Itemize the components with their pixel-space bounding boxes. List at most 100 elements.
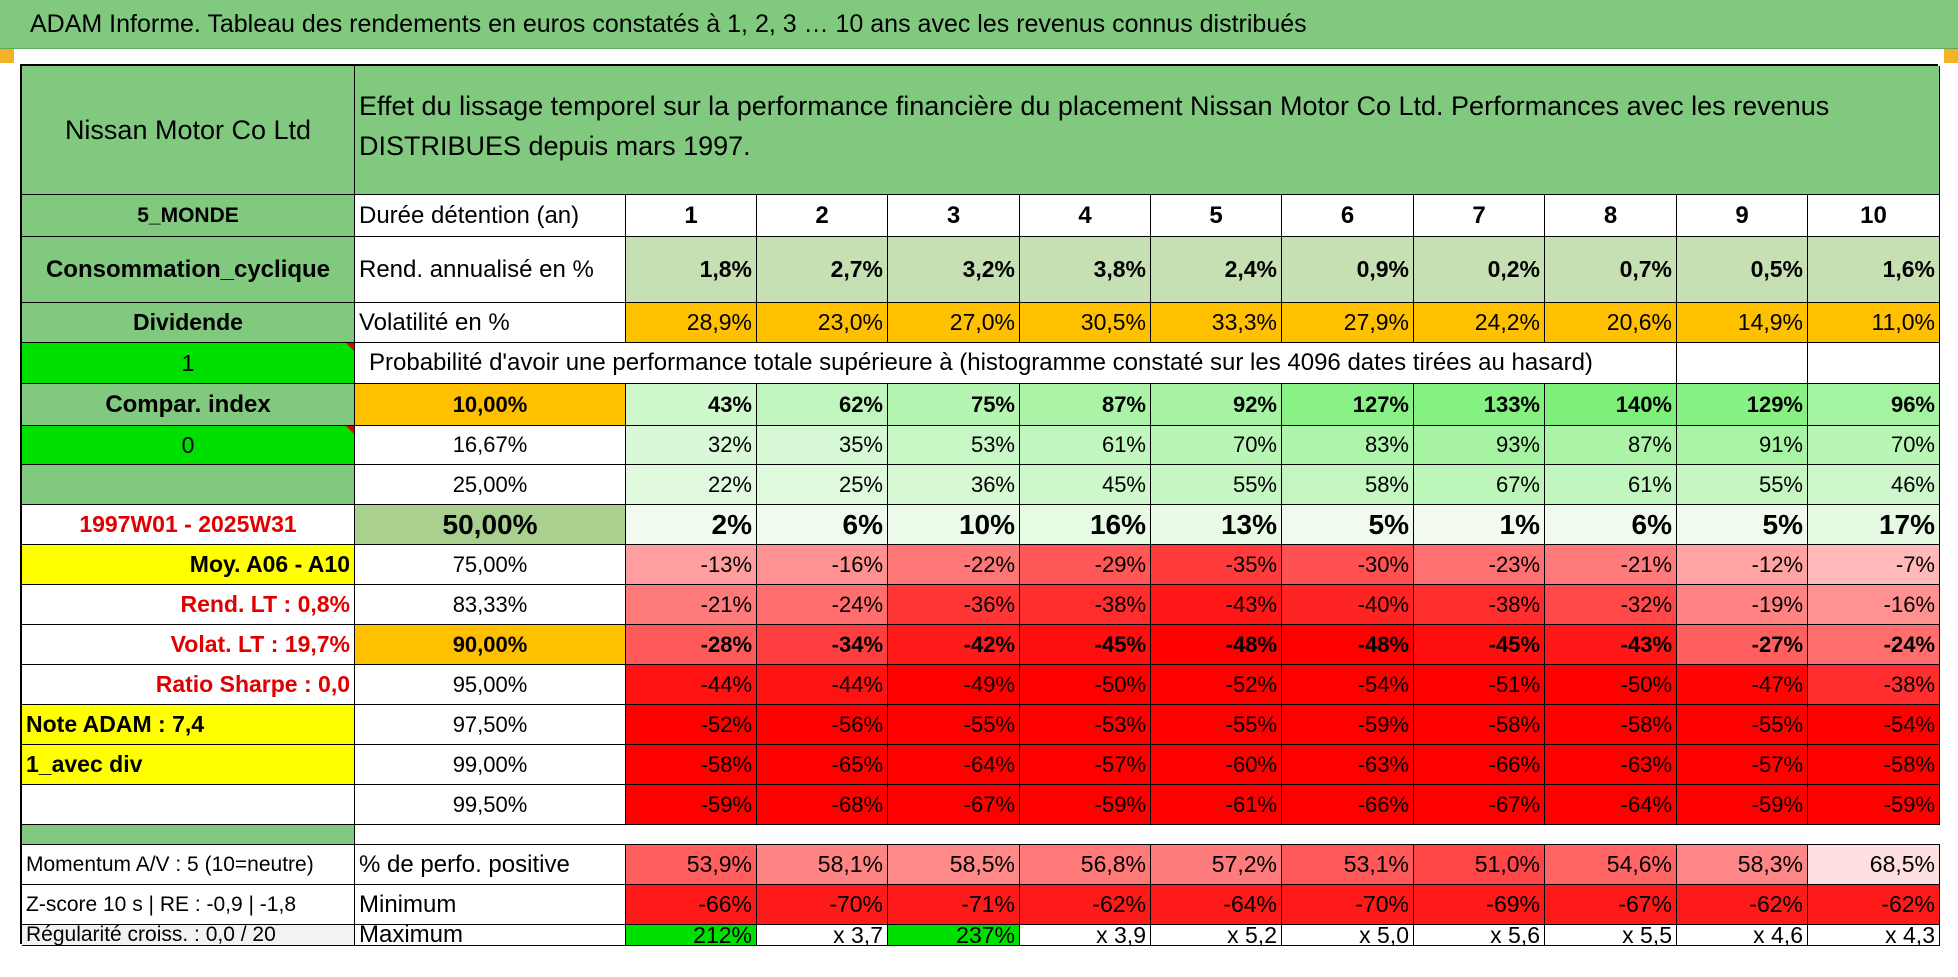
- quantile-value: -19%: [1677, 585, 1808, 625]
- quantile-value: 45%: [1020, 465, 1151, 505]
- quantile-value: 61%: [1545, 465, 1677, 505]
- rend-value: 0,5%: [1677, 237, 1808, 303]
- quantile-value: -66%: [1282, 785, 1414, 825]
- quantile-value: -66%: [1414, 745, 1545, 785]
- vol-value: 24,2%: [1414, 303, 1545, 343]
- selector-1[interactable]: 1: [22, 343, 355, 384]
- quantile-value: -24%: [757, 585, 888, 625]
- vol-value: 14,9%: [1677, 303, 1808, 343]
- probability-label: Probabilité d'avoir une performance tota…: [355, 343, 1677, 384]
- quantile-value: -57%: [1020, 745, 1151, 785]
- min-value: -70%: [1282, 885, 1414, 925]
- empty-cell: [22, 785, 355, 825]
- min-value: -64%: [1151, 885, 1282, 925]
- quantile-value: -34%: [757, 625, 888, 665]
- quantile-label: 97,50%: [355, 705, 626, 745]
- quantile-value: 129%: [1677, 384, 1808, 426]
- pos-value: 58,3%: [1677, 845, 1808, 885]
- quantile-label: 75,00%: [355, 545, 626, 585]
- quantile-label: 99,50%: [355, 785, 626, 825]
- year-header: 5: [1151, 195, 1282, 237]
- quantile-value: -16%: [757, 545, 888, 585]
- quantile-value: -44%: [626, 665, 757, 705]
- description: Effet du lissage temporel sur la perform…: [355, 66, 1940, 195]
- quantile-value: -55%: [1677, 705, 1808, 745]
- min-value: -62%: [1020, 885, 1151, 925]
- min-value: -62%: [1677, 885, 1808, 925]
- zone-label: 5_MONDE: [22, 195, 355, 237]
- quantile-value: -43%: [1151, 585, 1282, 625]
- quantile-value: -52%: [626, 705, 757, 745]
- quantile-value: 58%: [1282, 465, 1414, 505]
- quantile-value: 53%: [888, 426, 1020, 465]
- quantile-value: 5%: [1677, 505, 1808, 545]
- quantile-value: 6%: [1545, 505, 1677, 545]
- quantile-value: -59%: [1020, 785, 1151, 825]
- quantile-label: 10,00%: [355, 384, 626, 426]
- quantile-value: -59%: [1282, 705, 1414, 745]
- quantile-value: -67%: [1414, 785, 1545, 825]
- spacer-green: [22, 825, 355, 845]
- report-title: ADAM Informe. Tableau des rendements en …: [0, 0, 1958, 49]
- pos-value: 53,9%: [626, 845, 757, 885]
- quantile-value: -59%: [1808, 785, 1940, 825]
- min-value: -66%: [626, 885, 757, 925]
- vol-value: 30,5%: [1020, 303, 1151, 343]
- quantile-value: -68%: [757, 785, 888, 825]
- vol-value: 28,9%: [626, 303, 757, 343]
- quantile-value: -53%: [1020, 705, 1151, 745]
- year-header: 9: [1677, 195, 1808, 237]
- quantile-value: 91%: [1677, 426, 1808, 465]
- max-label: Maximum: [355, 925, 626, 946]
- max-value: 212%: [626, 925, 757, 946]
- quantile-value: 70%: [1808, 426, 1940, 465]
- quantile-value: -58%: [1545, 705, 1677, 745]
- quantile-value: 87%: [1545, 426, 1677, 465]
- quantile-value: -50%: [1545, 665, 1677, 705]
- rend-value: 3,2%: [888, 237, 1020, 303]
- rend-value: 2,4%: [1151, 237, 1282, 303]
- corner-marker-right: [1944, 49, 1958, 63]
- quantile-value: -49%: [888, 665, 1020, 705]
- rend-value: 0,9%: [1282, 237, 1414, 303]
- regularite-label: Régularité croiss. : 0,0 / 20: [22, 925, 355, 946]
- quantile-value: 5%: [1282, 505, 1414, 545]
- moy-label: Moy. A06 - A10: [22, 545, 355, 585]
- quantile-value: -55%: [888, 705, 1020, 745]
- quantile-value: -55%: [1151, 705, 1282, 745]
- rend-value: 1,8%: [626, 237, 757, 303]
- max-value: x 5,6: [1414, 925, 1545, 946]
- quantile-value: -51%: [1414, 665, 1545, 705]
- quantile-value: -42%: [888, 625, 1020, 665]
- quantile-value: -58%: [1808, 745, 1940, 785]
- year-header: 3: [888, 195, 1020, 237]
- quantile-value: -7%: [1808, 545, 1940, 585]
- vol-value: 27,9%: [1282, 303, 1414, 343]
- quantile-value: -59%: [1677, 785, 1808, 825]
- quantile-value: -28%: [626, 625, 757, 665]
- selector-0[interactable]: 0: [22, 426, 355, 465]
- quantile-value: -59%: [626, 785, 757, 825]
- quantile-value: 43%: [626, 384, 757, 426]
- quantile-value: -57%: [1677, 745, 1808, 785]
- vol-label: Volatilité en %: [355, 303, 626, 343]
- quantile-value: -54%: [1808, 705, 1940, 745]
- quantile-value: -40%: [1282, 585, 1414, 625]
- spacer: [355, 825, 1940, 845]
- quantile-value: -44%: [757, 665, 888, 705]
- max-value: x 5,5: [1545, 925, 1677, 946]
- company-name: Nissan Motor Co Ltd: [22, 66, 355, 195]
- year-header: 7: [1414, 195, 1545, 237]
- quantile-value: -30%: [1282, 545, 1414, 585]
- quantile-value: 17%: [1808, 505, 1940, 545]
- vol-value: 33,3%: [1151, 303, 1282, 343]
- pos-value: 58,5%: [888, 845, 1020, 885]
- vol-value: 11,0%: [1808, 303, 1940, 343]
- quantile-value: -43%: [1545, 625, 1677, 665]
- max-value: x 5,2: [1151, 925, 1282, 946]
- max-value: x 3,9: [1020, 925, 1151, 946]
- pos-value: 68,5%: [1808, 845, 1940, 885]
- quantile-value: 32%: [626, 426, 757, 465]
- quantile-value: 140%: [1545, 384, 1677, 426]
- min-value: -62%: [1808, 885, 1940, 925]
